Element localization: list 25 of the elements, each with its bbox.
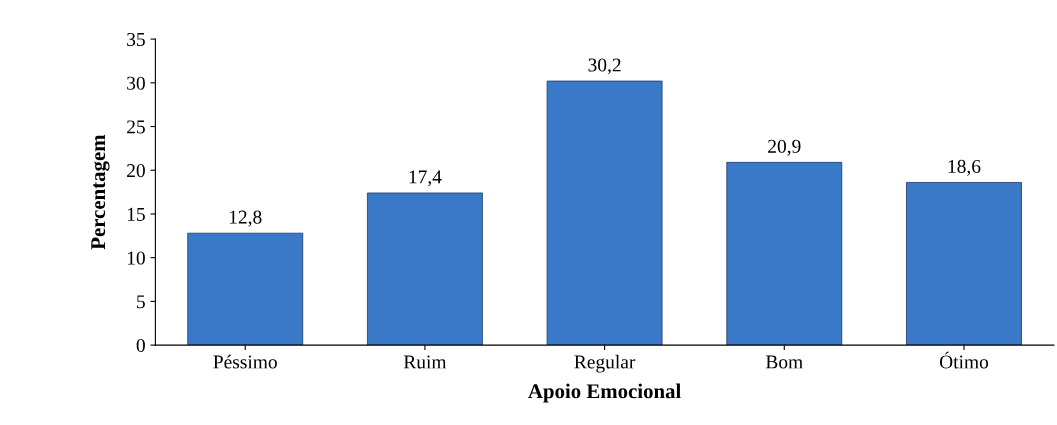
y-axis-title: Percentagem (91, 134, 110, 250)
x-tick-label: Péssimo (213, 354, 277, 369)
data-label: 30,2 (588, 58, 621, 75)
y-tick-label: 30 (127, 76, 145, 90)
bar (187, 232, 304, 346)
data-label: 17,4 (409, 170, 442, 187)
y-tick-label: 35 (127, 32, 145, 47)
bar (726, 161, 843, 346)
bar (546, 80, 663, 346)
y-tick-label: 20 (127, 164, 145, 178)
y-tick-label: 10 (127, 251, 145, 265)
x-tick-label: Bom (765, 355, 803, 369)
y-tick-label: 15 (127, 207, 145, 221)
y-tick-label: 5 (137, 295, 145, 309)
y-tick-label: 0 (136, 338, 145, 353)
bar (366, 192, 483, 346)
data-label: 18,6 (948, 159, 981, 176)
data-label: 12,8 (229, 210, 262, 227)
bar (906, 182, 1022, 346)
x-axis-title: Apoio Emocional (528, 383, 681, 403)
x-tick-label: Ruim (403, 355, 447, 369)
y-tick-label: 25 (127, 120, 145, 134)
data-label: 20,9 (768, 139, 801, 156)
x-tick-label: Regular (574, 354, 636, 373)
x-tick-label: Ótimo (939, 351, 989, 369)
